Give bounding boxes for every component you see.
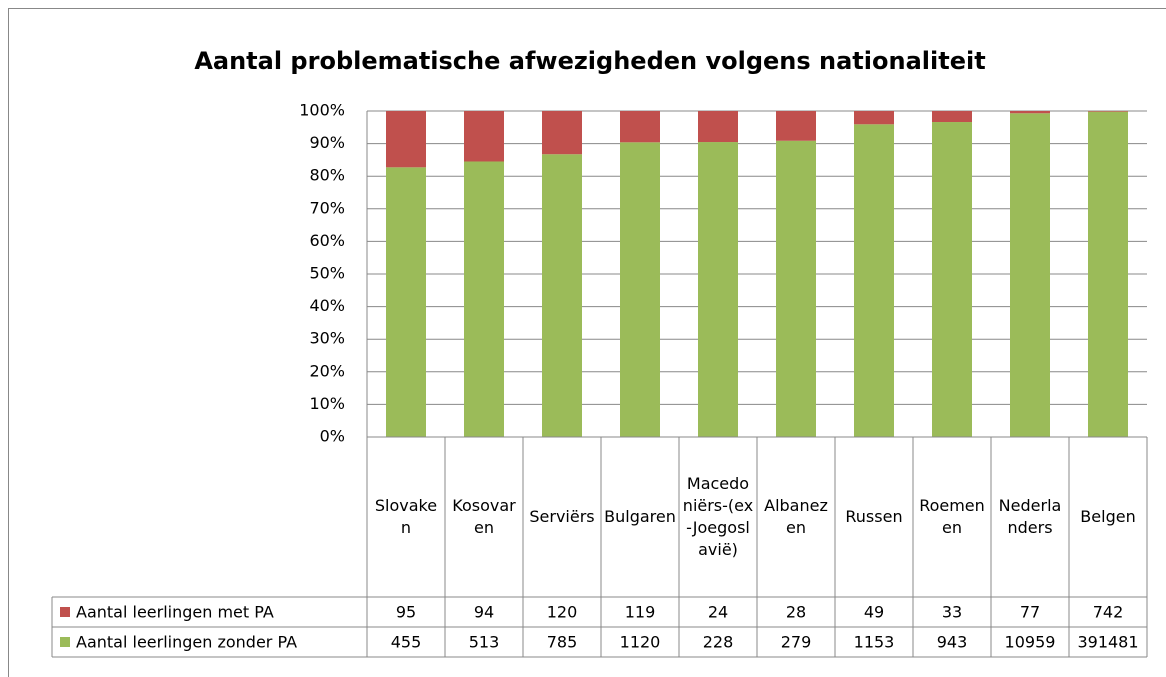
table-value: 1120 <box>620 633 661 652</box>
bar-segment <box>542 154 582 438</box>
bar-segment <box>386 111 426 168</box>
table-value: 391481 <box>1077 633 1138 652</box>
bar-segment <box>1088 111 1128 112</box>
table-value: 228 <box>703 633 734 652</box>
bar-segment <box>620 111 660 143</box>
table-value: 785 <box>547 633 578 652</box>
bar-segment <box>854 124 894 437</box>
bar-segment <box>776 140 816 437</box>
x-tick-label: Slovaken <box>374 496 438 537</box>
legend-label: Aantal leerlingen met PA <box>76 603 274 622</box>
x-tick-label: Kosovaren <box>452 496 516 537</box>
bar-segment <box>1088 111 1128 437</box>
bar-segment <box>932 122 972 438</box>
table-value: 1153 <box>854 633 895 652</box>
table-value: 77 <box>1020 603 1040 622</box>
x-tick-label: Roemenen <box>919 496 985 537</box>
bar-segment <box>776 111 816 141</box>
y-tick-label: 10% <box>309 394 345 413</box>
table-value: 49 <box>864 603 884 622</box>
bar-segment <box>932 111 972 123</box>
y-tick-label: 50% <box>309 264 345 283</box>
x-tick-label: Russen <box>845 507 903 526</box>
y-tick-label: 0% <box>320 427 345 446</box>
table-value: 95 <box>396 603 416 622</box>
bar-segment <box>854 111 894 125</box>
y-tick-label: 40% <box>309 296 345 315</box>
legend-label: Aantal leerlingen zonder PA <box>76 633 297 652</box>
bar-segment <box>542 111 582 155</box>
y-tick-label: 70% <box>309 198 345 217</box>
x-tick-label: Macedoniërs-(ex-Joegoslavië) <box>682 474 754 559</box>
table-value: 94 <box>474 603 494 622</box>
chart-border <box>8 8 1166 677</box>
table-value: 279 <box>781 633 812 652</box>
y-tick-label: 30% <box>309 329 345 348</box>
table-value: 33 <box>942 603 962 622</box>
bar-segment <box>698 142 738 438</box>
y-tick-label: 80% <box>309 166 345 185</box>
bar-segment <box>698 111 738 143</box>
table-value: 943 <box>937 633 968 652</box>
x-tick-label: Nederlanders <box>998 496 1062 537</box>
table-value: 10959 <box>1005 633 1056 652</box>
bar-segment <box>1010 113 1050 437</box>
y-tick-label: 60% <box>309 231 345 250</box>
x-tick-label: Serviërs <box>529 507 595 526</box>
bar-segment <box>464 161 504 437</box>
table-value: 24 <box>708 603 728 622</box>
x-tick-label: Belgen <box>1080 507 1136 526</box>
legend-swatch <box>60 637 70 647</box>
legend-swatch <box>60 607 70 617</box>
y-tick-label: 90% <box>309 133 345 152</box>
table-value: 119 <box>625 603 656 622</box>
table-value: 742 <box>1093 603 1124 622</box>
x-tick-label: Bulgaren <box>604 507 676 526</box>
bar-segment <box>1010 111 1050 114</box>
bar-segment <box>464 111 504 162</box>
y-tick-label: 100% <box>299 101 345 120</box>
y-tick-label: 20% <box>309 361 345 380</box>
bar-segment <box>620 142 660 437</box>
table-value: 513 <box>469 633 500 652</box>
table-value: 120 <box>547 603 578 622</box>
x-tick-label: Albanezen <box>764 496 828 537</box>
table-value: 28 <box>786 603 806 622</box>
bar-segment <box>386 167 426 438</box>
chart-title: Aantal problematische afwezigheden volge… <box>194 47 985 75</box>
table-value: 455 <box>391 633 422 652</box>
